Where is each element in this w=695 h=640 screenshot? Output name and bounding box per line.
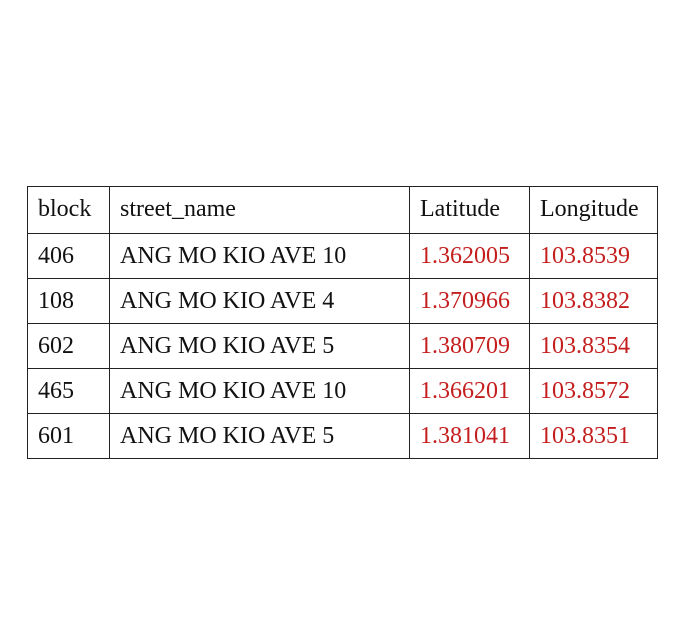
cell-street-name: ANG MO KIO AVE 5 (109, 323, 410, 369)
header-longitude: Longitude (529, 186, 658, 234)
cell-street-name: ANG MO KIO AVE 4 (109, 278, 410, 324)
cell-longitude: 103.8382 (529, 278, 658, 324)
cell-latitude: 1.366201 (409, 368, 530, 414)
cell-longitude: 103.8572 (529, 368, 658, 414)
header-block: block (27, 186, 110, 234)
cell-latitude: 1.370966 (409, 278, 530, 324)
table-row: 406 ANG MO KIO AVE 10 1.362005 103.8539 (27, 233, 658, 279)
cell-longitude: 103.8351 (529, 413, 658, 459)
table-row: 601 ANG MO KIO AVE 5 1.381041 103.8351 (27, 413, 658, 459)
cell-block: 601 (27, 413, 110, 459)
data-table-container: block street_name Latitude Longitude 406… (27, 186, 658, 459)
table-body: 406 ANG MO KIO AVE 10 1.362005 103.8539 … (27, 233, 658, 459)
cell-street-name: ANG MO KIO AVE 10 (109, 368, 410, 414)
cell-street-name: ANG MO KIO AVE 10 (109, 233, 410, 279)
cell-longitude: 103.8539 (529, 233, 658, 279)
table-row: 108 ANG MO KIO AVE 4 1.370966 103.8382 (27, 278, 658, 324)
data-table: block street_name Latitude Longitude 406… (27, 186, 658, 459)
cell-street-name: ANG MO KIO AVE 5 (109, 413, 410, 459)
cell-block: 108 (27, 278, 110, 324)
cell-block: 602 (27, 323, 110, 369)
header-street-name: street_name (109, 186, 410, 234)
header-row: block street_name Latitude Longitude (27, 186, 658, 234)
cell-block: 465 (27, 368, 110, 414)
cell-latitude: 1.362005 (409, 233, 530, 279)
table-row: 465 ANG MO KIO AVE 10 1.366201 103.8572 (27, 368, 658, 414)
cell-block: 406 (27, 233, 110, 279)
cell-longitude: 103.8354 (529, 323, 658, 369)
cell-latitude: 1.381041 (409, 413, 530, 459)
cell-latitude: 1.380709 (409, 323, 530, 369)
table-header: block street_name Latitude Longitude (27, 186, 658, 234)
table-row: 602 ANG MO KIO AVE 5 1.380709 103.8354 (27, 323, 658, 369)
header-latitude: Latitude (409, 186, 530, 234)
